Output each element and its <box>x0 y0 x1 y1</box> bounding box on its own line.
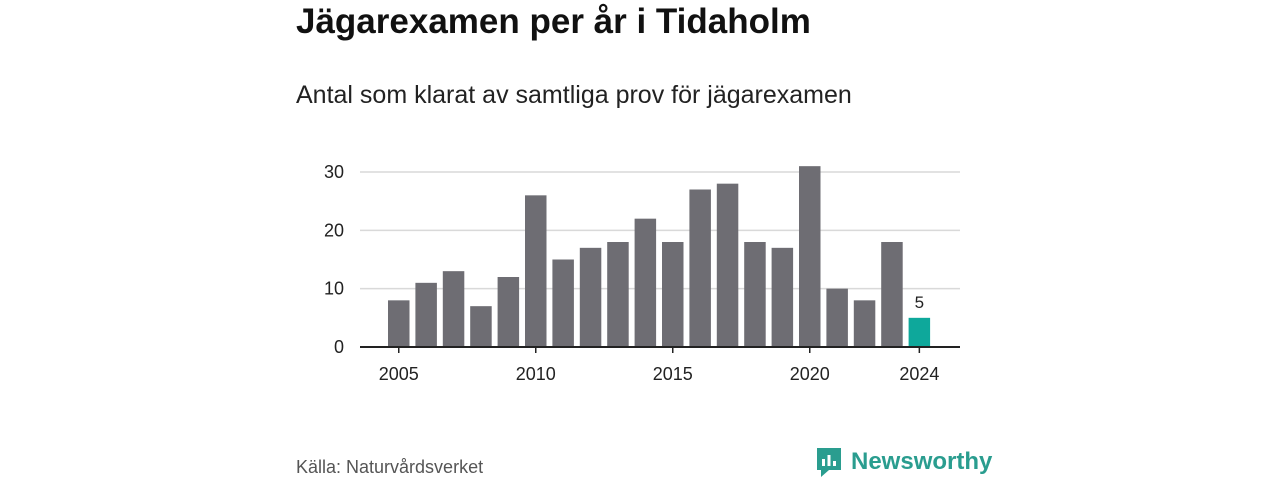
bar-2021 <box>826 288 848 347</box>
bar-2009 <box>497 277 520 347</box>
bar-2008 <box>470 306 492 347</box>
bar-2023 <box>881 242 903 347</box>
bar-2005 <box>388 300 410 347</box>
bar-2013 <box>607 242 629 347</box>
x-tick-label-2005: 2005 <box>379 364 419 384</box>
bar-2022 <box>853 300 876 347</box>
bar-2017 <box>716 183 739 347</box>
y-tick-label-0: 0 <box>334 337 344 357</box>
chart-title: Jägarexamen per år i Tidaholm <box>296 2 811 41</box>
x-tick-label-2010: 2010 <box>516 364 556 384</box>
bar-2014 <box>634 218 657 347</box>
x-tick-label-2020: 2020 <box>790 364 830 384</box>
source-note: Källa: Naturvårdsverket <box>296 457 484 477</box>
bar-2015 <box>662 242 684 347</box>
bar-2010 <box>525 195 547 347</box>
bar-2016 <box>689 189 711 347</box>
y-tick-label-10: 10 <box>324 279 344 299</box>
bar-2019 <box>771 247 794 347</box>
bar-2011 <box>552 259 574 347</box>
x-tick-label-2024: 2024 <box>899 364 939 384</box>
bar-2012 <box>579 247 602 347</box>
bar-2024 <box>908 317 931 347</box>
axes <box>360 346 960 353</box>
brand-name: Newsworthy <box>851 448 993 475</box>
x-tick-label-2015: 2015 <box>653 364 693 384</box>
labels: 0 10 20 30 2005 2010 2015 2020 2024 5 <box>324 162 939 384</box>
bar-2007 <box>442 271 465 347</box>
bar-2020 <box>799 166 821 347</box>
bars <box>388 166 931 347</box>
y-tick-label-30: 30 <box>324 162 344 182</box>
y-tick-label-20: 20 <box>324 220 344 240</box>
data-label-2024: 5 <box>915 293 924 312</box>
chart-subtitle: Antal som klarat av samtliga prov för jä… <box>296 81 852 109</box>
bar-chart-logo-icon <box>817 448 841 477</box>
brand-logo: Newsworthy <box>815 446 992 478</box>
bar-2018 <box>744 242 766 347</box>
bar-2006 <box>415 282 437 347</box>
bar-chart: 0 10 20 30 2005 2010 2015 2020 2024 5 <box>324 162 960 384</box>
